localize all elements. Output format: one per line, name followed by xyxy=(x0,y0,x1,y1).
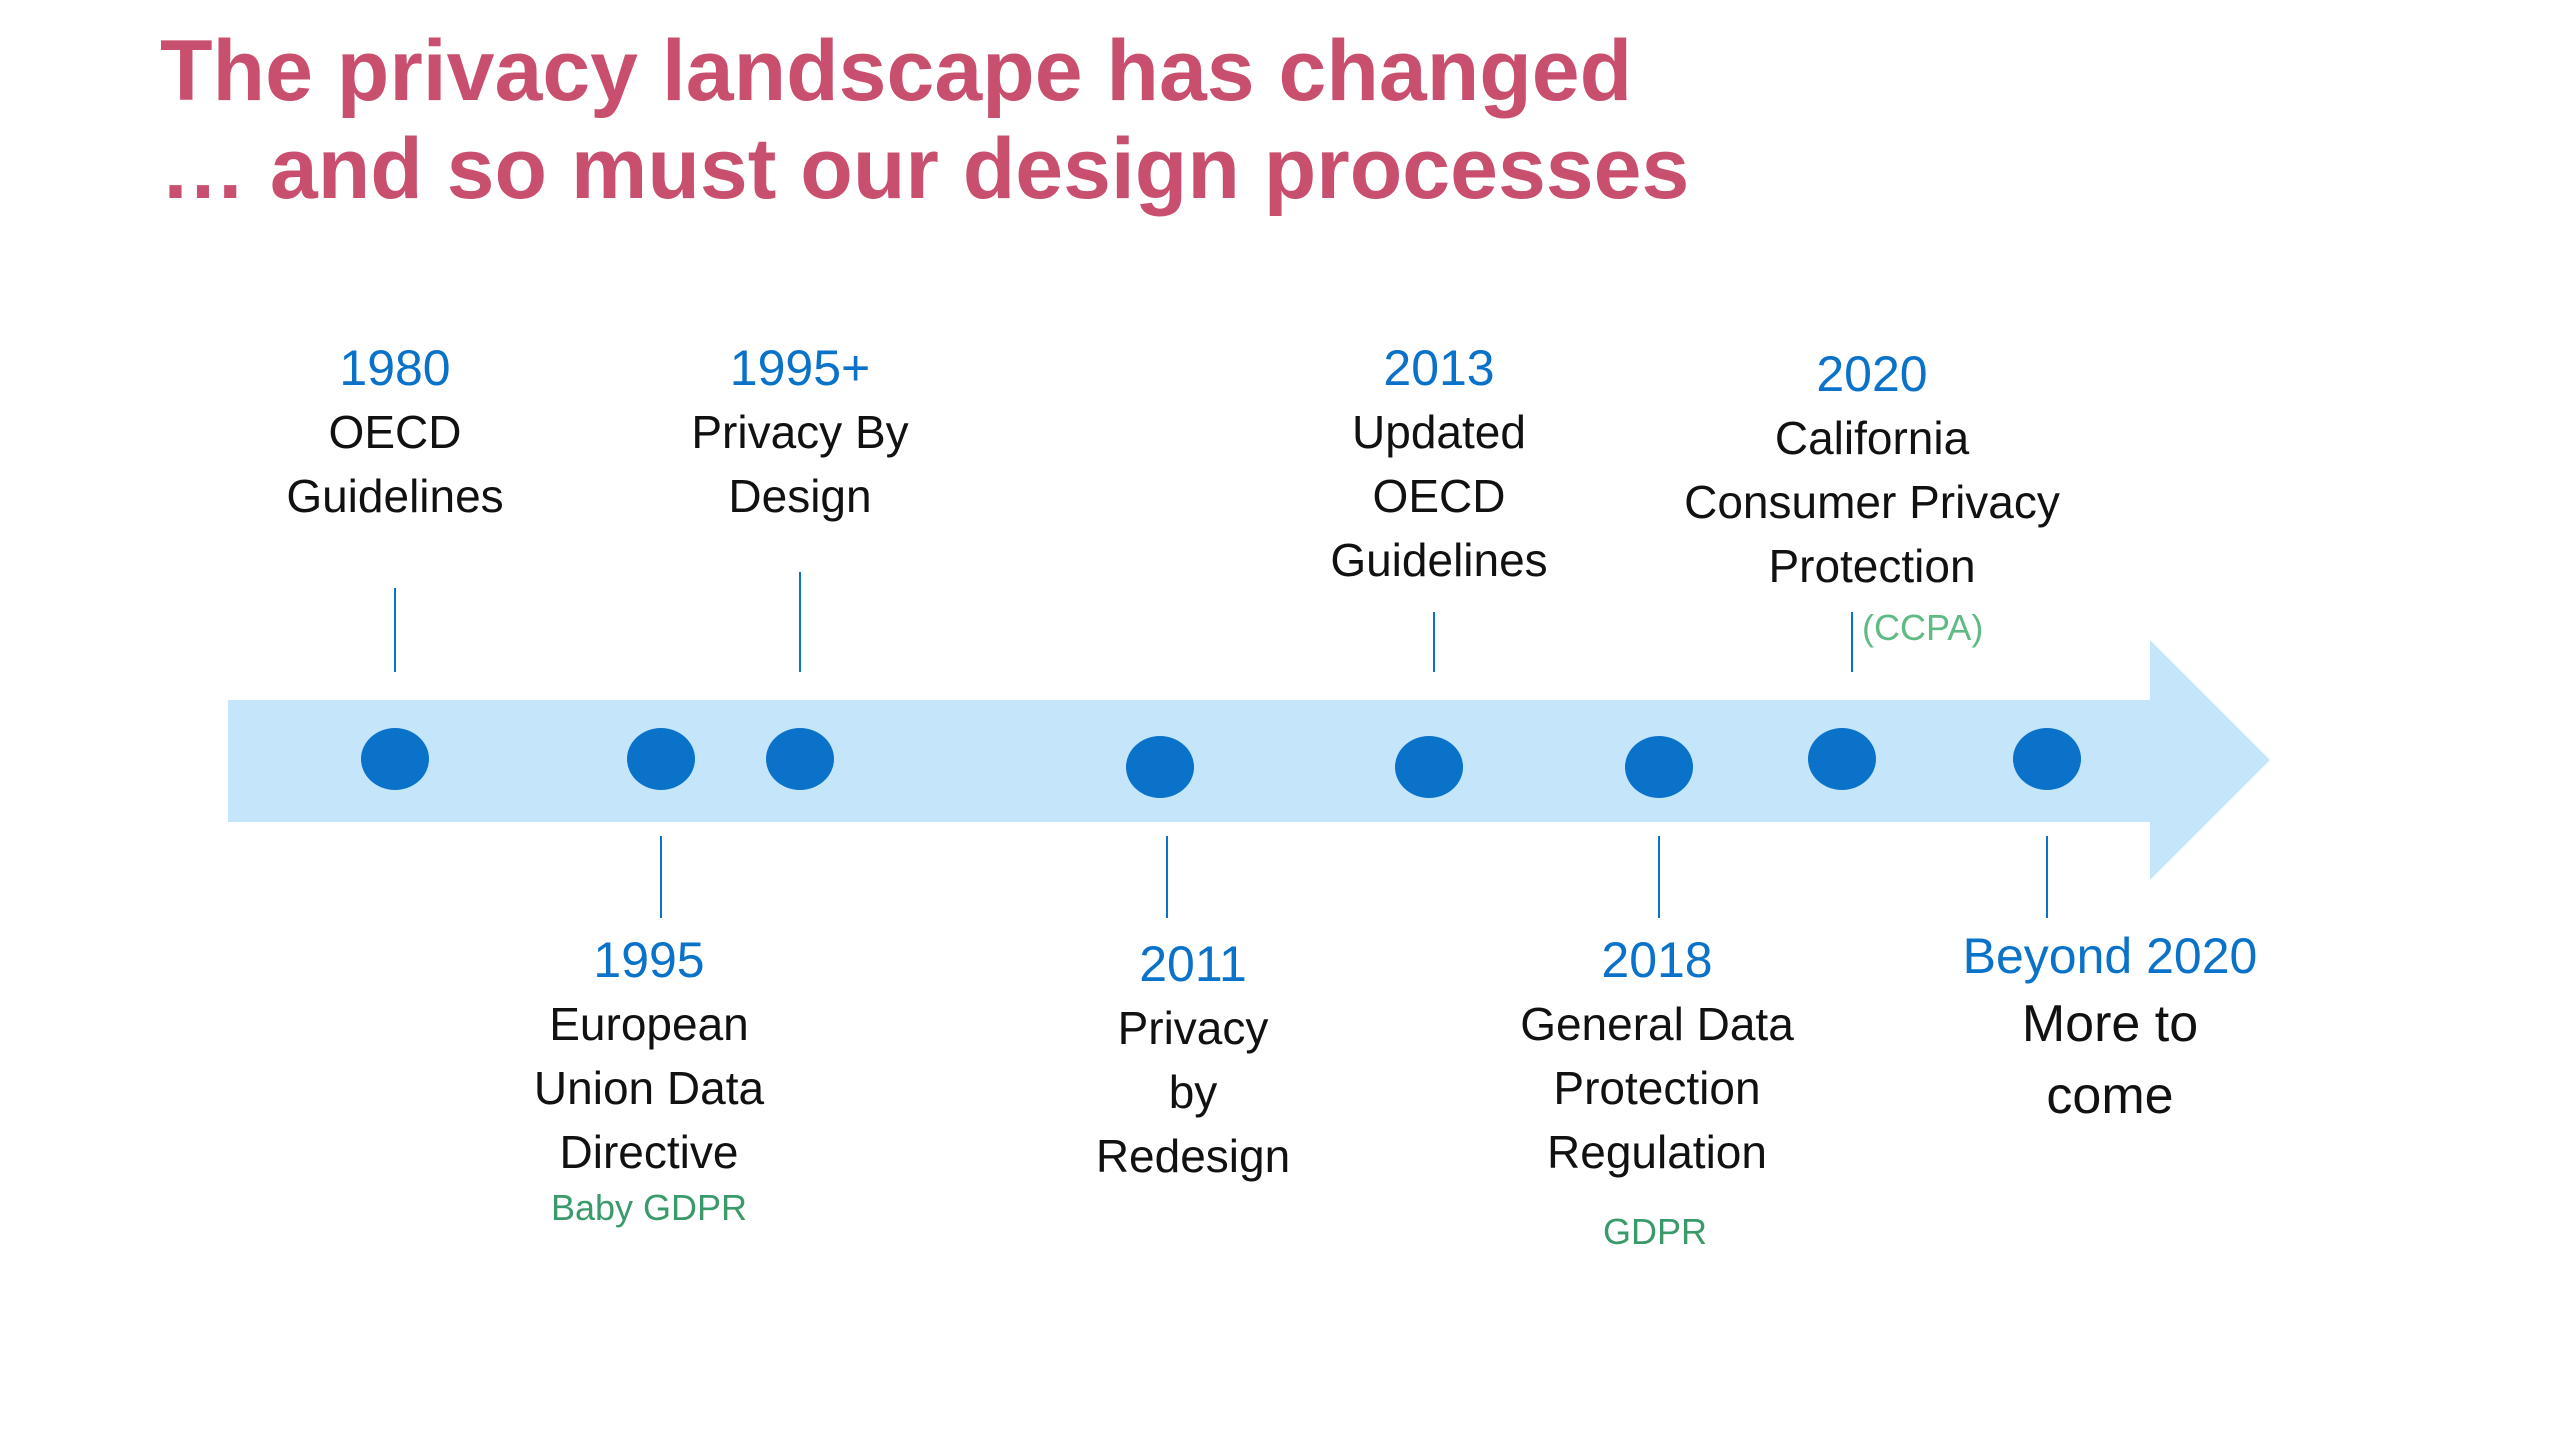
event-1995: 1995 European Union Data Directive Baby … xyxy=(534,928,764,1232)
slide-title: The privacy landscape has changed … and … xyxy=(160,22,1689,218)
event-2018-year: 2018 xyxy=(1601,932,1713,988)
event-2013-year: 2013 xyxy=(1383,340,1495,396)
event-2020-note: (CCPA) xyxy=(1862,607,1984,648)
milestone-dot-1980 xyxy=(361,728,429,790)
milestone-dot-beyond xyxy=(2013,728,2081,790)
event-2013-line3: Guidelines xyxy=(1330,534,1548,586)
milestone-dot-2018 xyxy=(1625,736,1693,798)
event-2018-line3: Regulation xyxy=(1547,1126,1767,1178)
event-2018-line1: General Data xyxy=(1520,998,1794,1050)
event-2011: 2011 Privacy by Redesign xyxy=(1096,932,1290,1188)
event-2013: 2013 Updated OECD Guidelines xyxy=(1330,336,1547,592)
title-line-1: The privacy landscape has changed xyxy=(160,23,1633,119)
event-1995plus-line1: Privacy By xyxy=(691,406,909,458)
event-2011-line3: Redesign xyxy=(1095,1130,1291,1182)
event-2020: 2020 California Consumer Privacy Protect… xyxy=(1684,342,2060,598)
event-beyond-line2: come xyxy=(2046,1067,2174,1125)
event-2011-line2: by xyxy=(1168,1066,1218,1118)
title-line-2: … and so must our design processes xyxy=(160,121,1690,217)
event-1995plus-line2: Design xyxy=(728,470,872,522)
event-1995-line3: Directive xyxy=(559,1126,739,1178)
event-2020-line2: Consumer Privacy xyxy=(1684,476,2060,528)
event-2020-line3: Protection xyxy=(1768,540,1976,592)
event-1980-line2: Guidelines xyxy=(286,470,504,522)
event-2013-line2: OECD xyxy=(1372,470,1506,522)
event-1995-note: Baby GDPR xyxy=(550,1187,748,1228)
event-beyond-line1: More to xyxy=(2021,995,2199,1053)
event-1980-line1: OECD xyxy=(328,406,462,458)
event-beyond-year: Beyond 2020 xyxy=(1962,928,2258,984)
event-1995-line2: Union Data xyxy=(533,1062,765,1114)
event-1980-year: 1980 xyxy=(339,340,451,396)
event-1995-year: 1995 xyxy=(593,932,705,988)
milestone-dot-2013 xyxy=(1395,736,1463,798)
event-2018: 2018 General Data Protection Regulation xyxy=(1520,928,1794,1184)
timeline-arrow xyxy=(228,640,2270,880)
milestone-dot-2011 xyxy=(1126,736,1194,798)
event-1980: 1980 OECD Guidelines xyxy=(286,336,503,528)
milestone-dot-1995plus xyxy=(766,728,834,790)
milestone-dot-1995 xyxy=(627,728,695,790)
event-1995plus-year: 1995+ xyxy=(729,340,871,396)
event-1995plus: 1995+ Privacy By Design xyxy=(691,336,908,528)
event-beyond: Beyond 2020 More to come xyxy=(1963,924,2258,1132)
event-2018-note: GDPR xyxy=(1603,1211,1708,1252)
event-2013-line1: Updated xyxy=(1352,406,1526,458)
event-2018-line2: Protection xyxy=(1553,1062,1761,1114)
event-2011-year: 2011 xyxy=(1139,936,1247,992)
event-2020-line1: California xyxy=(1774,412,1970,464)
event-1995-line1: European xyxy=(549,998,749,1050)
event-2020-year: 2020 xyxy=(1816,346,1928,402)
milestone-dot-2020 xyxy=(1808,728,1876,790)
event-2011-line1: Privacy xyxy=(1117,1002,1269,1054)
